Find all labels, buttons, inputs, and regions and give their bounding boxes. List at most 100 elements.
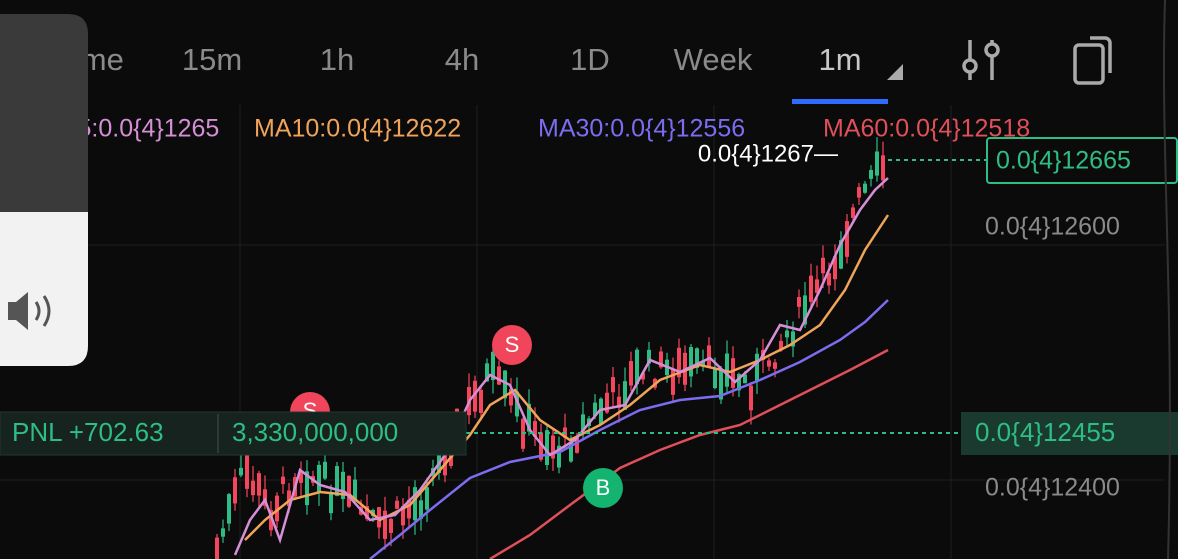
candle-body <box>539 432 543 460</box>
ma-lines <box>233 177 890 559</box>
sell-label: S <box>505 332 520 357</box>
layout-icon[interactable] <box>1073 36 1112 85</box>
buy-marker <box>583 468 623 508</box>
candle-body <box>269 510 273 531</box>
candle-body <box>569 441 573 462</box>
volume-overlay[interactable] <box>0 212 88 366</box>
candle-body <box>689 347 693 377</box>
last-price-box <box>986 137 1178 184</box>
candle-body <box>443 447 447 476</box>
candle-body <box>497 366 501 385</box>
candle-body <box>251 480 255 496</box>
position-box[interactable] <box>0 411 467 456</box>
candle-body <box>245 454 249 489</box>
candle-body <box>305 471 309 506</box>
buy-label: B <box>596 475 611 500</box>
overlay-top <box>0 14 88 212</box>
candle-body <box>605 392 609 413</box>
candle-body <box>329 493 333 514</box>
candle-body <box>635 349 639 385</box>
candle-body <box>425 487 429 510</box>
settings-icon[interactable] <box>962 40 1000 80</box>
entry-price-box <box>961 412 1178 455</box>
candle-body <box>641 373 645 380</box>
tab-underline <box>792 99 888 104</box>
candle-body <box>479 389 483 413</box>
candle-body <box>509 389 513 406</box>
candle-body <box>383 510 387 539</box>
tab-active[interactable]: 1m <box>818 42 861 77</box>
candle-body <box>743 374 747 384</box>
candle-body <box>623 381 627 410</box>
candle-body <box>233 477 237 504</box>
candle-body <box>797 296 801 307</box>
candle-body <box>557 445 561 468</box>
candle-body <box>647 349 651 364</box>
candle-body <box>713 369 717 389</box>
candle-body <box>701 360 705 367</box>
position-size: 3,330,000,000 <box>232 417 398 447</box>
candle-body <box>407 499 411 519</box>
candle-body <box>221 528 225 537</box>
candle-body <box>215 537 219 559</box>
tab[interactable]: Week <box>674 42 753 77</box>
candle-body <box>779 340 783 351</box>
ma5-line <box>233 177 889 556</box>
screen-edge <box>1162 0 1171 559</box>
candle-body <box>263 489 267 506</box>
candle-body <box>659 351 663 368</box>
candle-body <box>863 183 867 193</box>
candle-body <box>545 430 549 466</box>
candle-body <box>347 475 351 507</box>
candle-body <box>719 369 723 400</box>
tab[interactable]: 4h <box>445 42 479 77</box>
candle-body <box>755 353 759 382</box>
candle-body <box>791 331 795 347</box>
candle-body <box>395 500 399 509</box>
candle-body <box>491 351 495 381</box>
ma10-line <box>244 214 890 541</box>
tab[interactable]: 1D <box>570 42 610 77</box>
candle-body <box>827 273 831 286</box>
candle-body <box>389 518 393 533</box>
candle-body <box>323 461 327 479</box>
candle-body <box>365 506 369 520</box>
pnl: PNL +702.63 <box>12 417 164 447</box>
tab[interactable]: 15m <box>182 42 242 77</box>
candle-body <box>851 207 855 218</box>
candle-body <box>677 347 681 378</box>
candle-body <box>575 436 579 453</box>
candle-body <box>629 361 633 386</box>
candle-body <box>533 421 537 437</box>
candle-body <box>773 362 777 369</box>
ma60-line <box>489 348 889 559</box>
last-price: 0.0{4}12665 <box>996 147 1131 175</box>
candle-body <box>287 490 291 507</box>
candle-body <box>749 385 753 411</box>
dropdown-arrow[interactable] <box>887 64 903 80</box>
candle-body <box>731 358 735 388</box>
sell-marker <box>492 325 532 365</box>
candle-body <box>275 495 279 522</box>
ma30-line <box>369 299 889 559</box>
candle-body <box>335 466 339 496</box>
candle-body <box>353 479 357 502</box>
candle-body <box>881 155 885 181</box>
price-label: 0.0{4}12400 <box>985 474 1120 502</box>
candle-body <box>281 476 285 485</box>
candle-body <box>737 374 741 391</box>
candle-body <box>617 396 621 408</box>
candle-body <box>401 506 405 526</box>
candle-body <box>551 435 555 459</box>
candle-body <box>875 151 879 176</box>
candle-body <box>317 464 321 492</box>
candle-body <box>299 472 303 483</box>
tab[interactable]: 1h <box>320 42 354 77</box>
candle-body <box>857 187 861 198</box>
candle-body <box>767 360 771 367</box>
candle-body <box>581 414 585 431</box>
candle-body <box>485 363 489 382</box>
ma10: MA10:0.0{4}12622 <box>254 115 461 143</box>
